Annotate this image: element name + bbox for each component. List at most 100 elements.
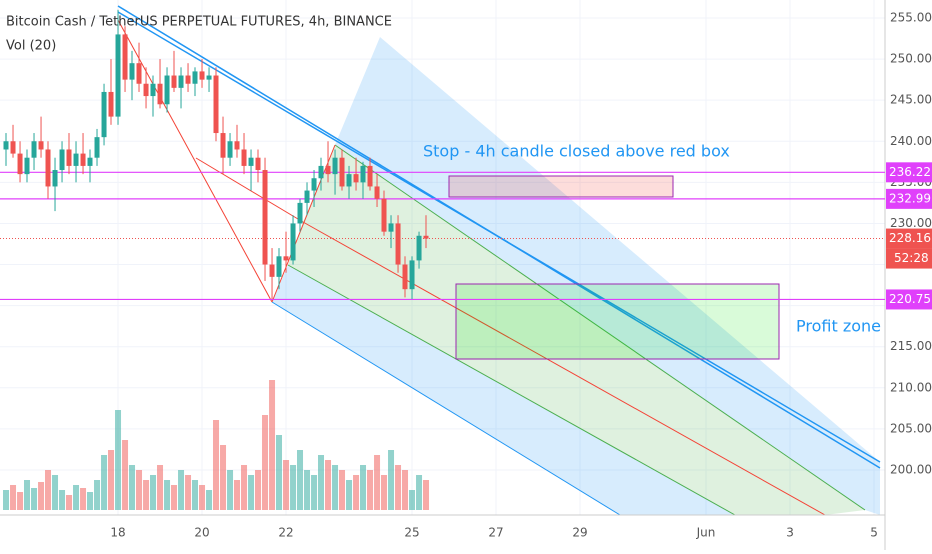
price-label: 232.99: [889, 191, 931, 205]
candle-body: [94, 137, 100, 158]
candle-body: [192, 71, 198, 84]
candle-body: [199, 71, 205, 80]
volume-bar: [388, 450, 395, 510]
volume-bar: [17, 492, 24, 510]
candle-body: [374, 186, 380, 199]
x-tick-label: 18: [110, 526, 125, 540]
volume-bar: [255, 470, 262, 510]
volume-bar: [283, 460, 290, 510]
volume-bar: [276, 435, 283, 510]
volume-bar: [199, 485, 206, 510]
countdown-box: [886, 248, 932, 269]
volume-bar: [38, 482, 45, 510]
candle-body: [150, 83, 156, 97]
y-tick-label: 240.00: [890, 134, 932, 148]
volume-bar: [220, 445, 227, 510]
volume-bar: [353, 475, 360, 510]
candle-body: [171, 75, 177, 88]
volume-bar: [402, 470, 409, 510]
volume-bar: [45, 470, 52, 510]
volume-bar: [213, 420, 220, 510]
candle-body: [269, 264, 275, 277]
candle-body: [395, 223, 401, 265]
candle-body: [346, 174, 352, 187]
candle-body: [304, 190, 310, 203]
price-label-box: [886, 289, 932, 310]
countdown-label: 52:28: [894, 251, 929, 265]
volume-bar: [241, 465, 248, 510]
volume-bar: [164, 480, 171, 510]
last-price-label: 228.16: [889, 231, 931, 245]
volume-bar: [87, 492, 94, 510]
candle-body: [318, 165, 324, 179]
volume-bar: [31, 488, 38, 510]
volume-bar: [3, 490, 10, 510]
profit-box: [455, 283, 780, 360]
volume-bar: [290, 465, 297, 510]
candle-body: [59, 149, 65, 171]
x-tick-label: 22: [278, 526, 293, 540]
candle-body: [122, 34, 128, 80]
blue-band: [335, 37, 880, 515]
candle-body: [45, 149, 51, 187]
candle-body: [220, 133, 226, 158]
volume-bar: [108, 450, 115, 510]
candle-body: [52, 170, 58, 187]
candle-body: [311, 178, 317, 191]
volume-bar: [150, 475, 157, 510]
candle-body: [164, 75, 170, 105]
candle-body: [101, 91, 107, 138]
volume-bar: [311, 475, 318, 510]
candle-body: [423, 235, 429, 239]
green-band: [288, 145, 865, 515]
candle-body: [143, 83, 149, 97]
candle-body: [248, 157, 254, 166]
pitchfork-line: [271, 301, 621, 516]
volume-bar: [346, 480, 353, 510]
x-tick-label: Jun: [696, 526, 716, 540]
volume-bar: [185, 475, 192, 510]
candle-body: [227, 141, 233, 158]
candle-body: [178, 75, 184, 88]
candle-body: [234, 141, 240, 150]
x-tick-label: 29: [572, 526, 587, 540]
pitchfork-line: [334, 144, 866, 511]
handle-line: [117, 19, 273, 303]
candle-body: [402, 264, 408, 290]
volume-bar: [248, 475, 255, 510]
candle-body: [241, 149, 247, 166]
x-tick-label: 20: [194, 526, 209, 540]
volume-bar: [234, 480, 241, 510]
candle-body: [388, 223, 394, 232]
volume-bar: [262, 415, 269, 510]
candle-body: [136, 63, 142, 84]
candle-body: [206, 75, 212, 80]
volume-bar: [129, 465, 136, 510]
y-tick-label: 230.00: [890, 216, 932, 230]
candle-body: [87, 157, 93, 166]
candle-body: [416, 235, 422, 261]
volume-bar: [367, 470, 374, 510]
pitchfork-drawings: [117, 5, 881, 516]
x-tick-label: 25: [404, 526, 419, 540]
candle-body: [360, 165, 366, 183]
volume-bar: [59, 490, 66, 510]
volume-bar: [227, 470, 234, 510]
handle-line: [271, 144, 336, 303]
candle-body: [10, 141, 16, 154]
volume-bar: [80, 488, 87, 510]
pitchfork-line: [287, 264, 736, 516]
volume-bar: [297, 450, 304, 510]
volume-bar: [66, 495, 73, 510]
y-tick-label: 200.00: [890, 462, 932, 476]
volume-bar: [178, 470, 185, 510]
candle-body: [381, 198, 387, 232]
candle-body: [17, 153, 23, 175]
volume-bar: [206, 490, 213, 510]
candle-body: [38, 141, 44, 150]
price-label: 236.22: [889, 165, 931, 179]
candle-body: [66, 149, 72, 166]
candle-body: [213, 75, 219, 134]
last-price-box: [886, 228, 932, 249]
